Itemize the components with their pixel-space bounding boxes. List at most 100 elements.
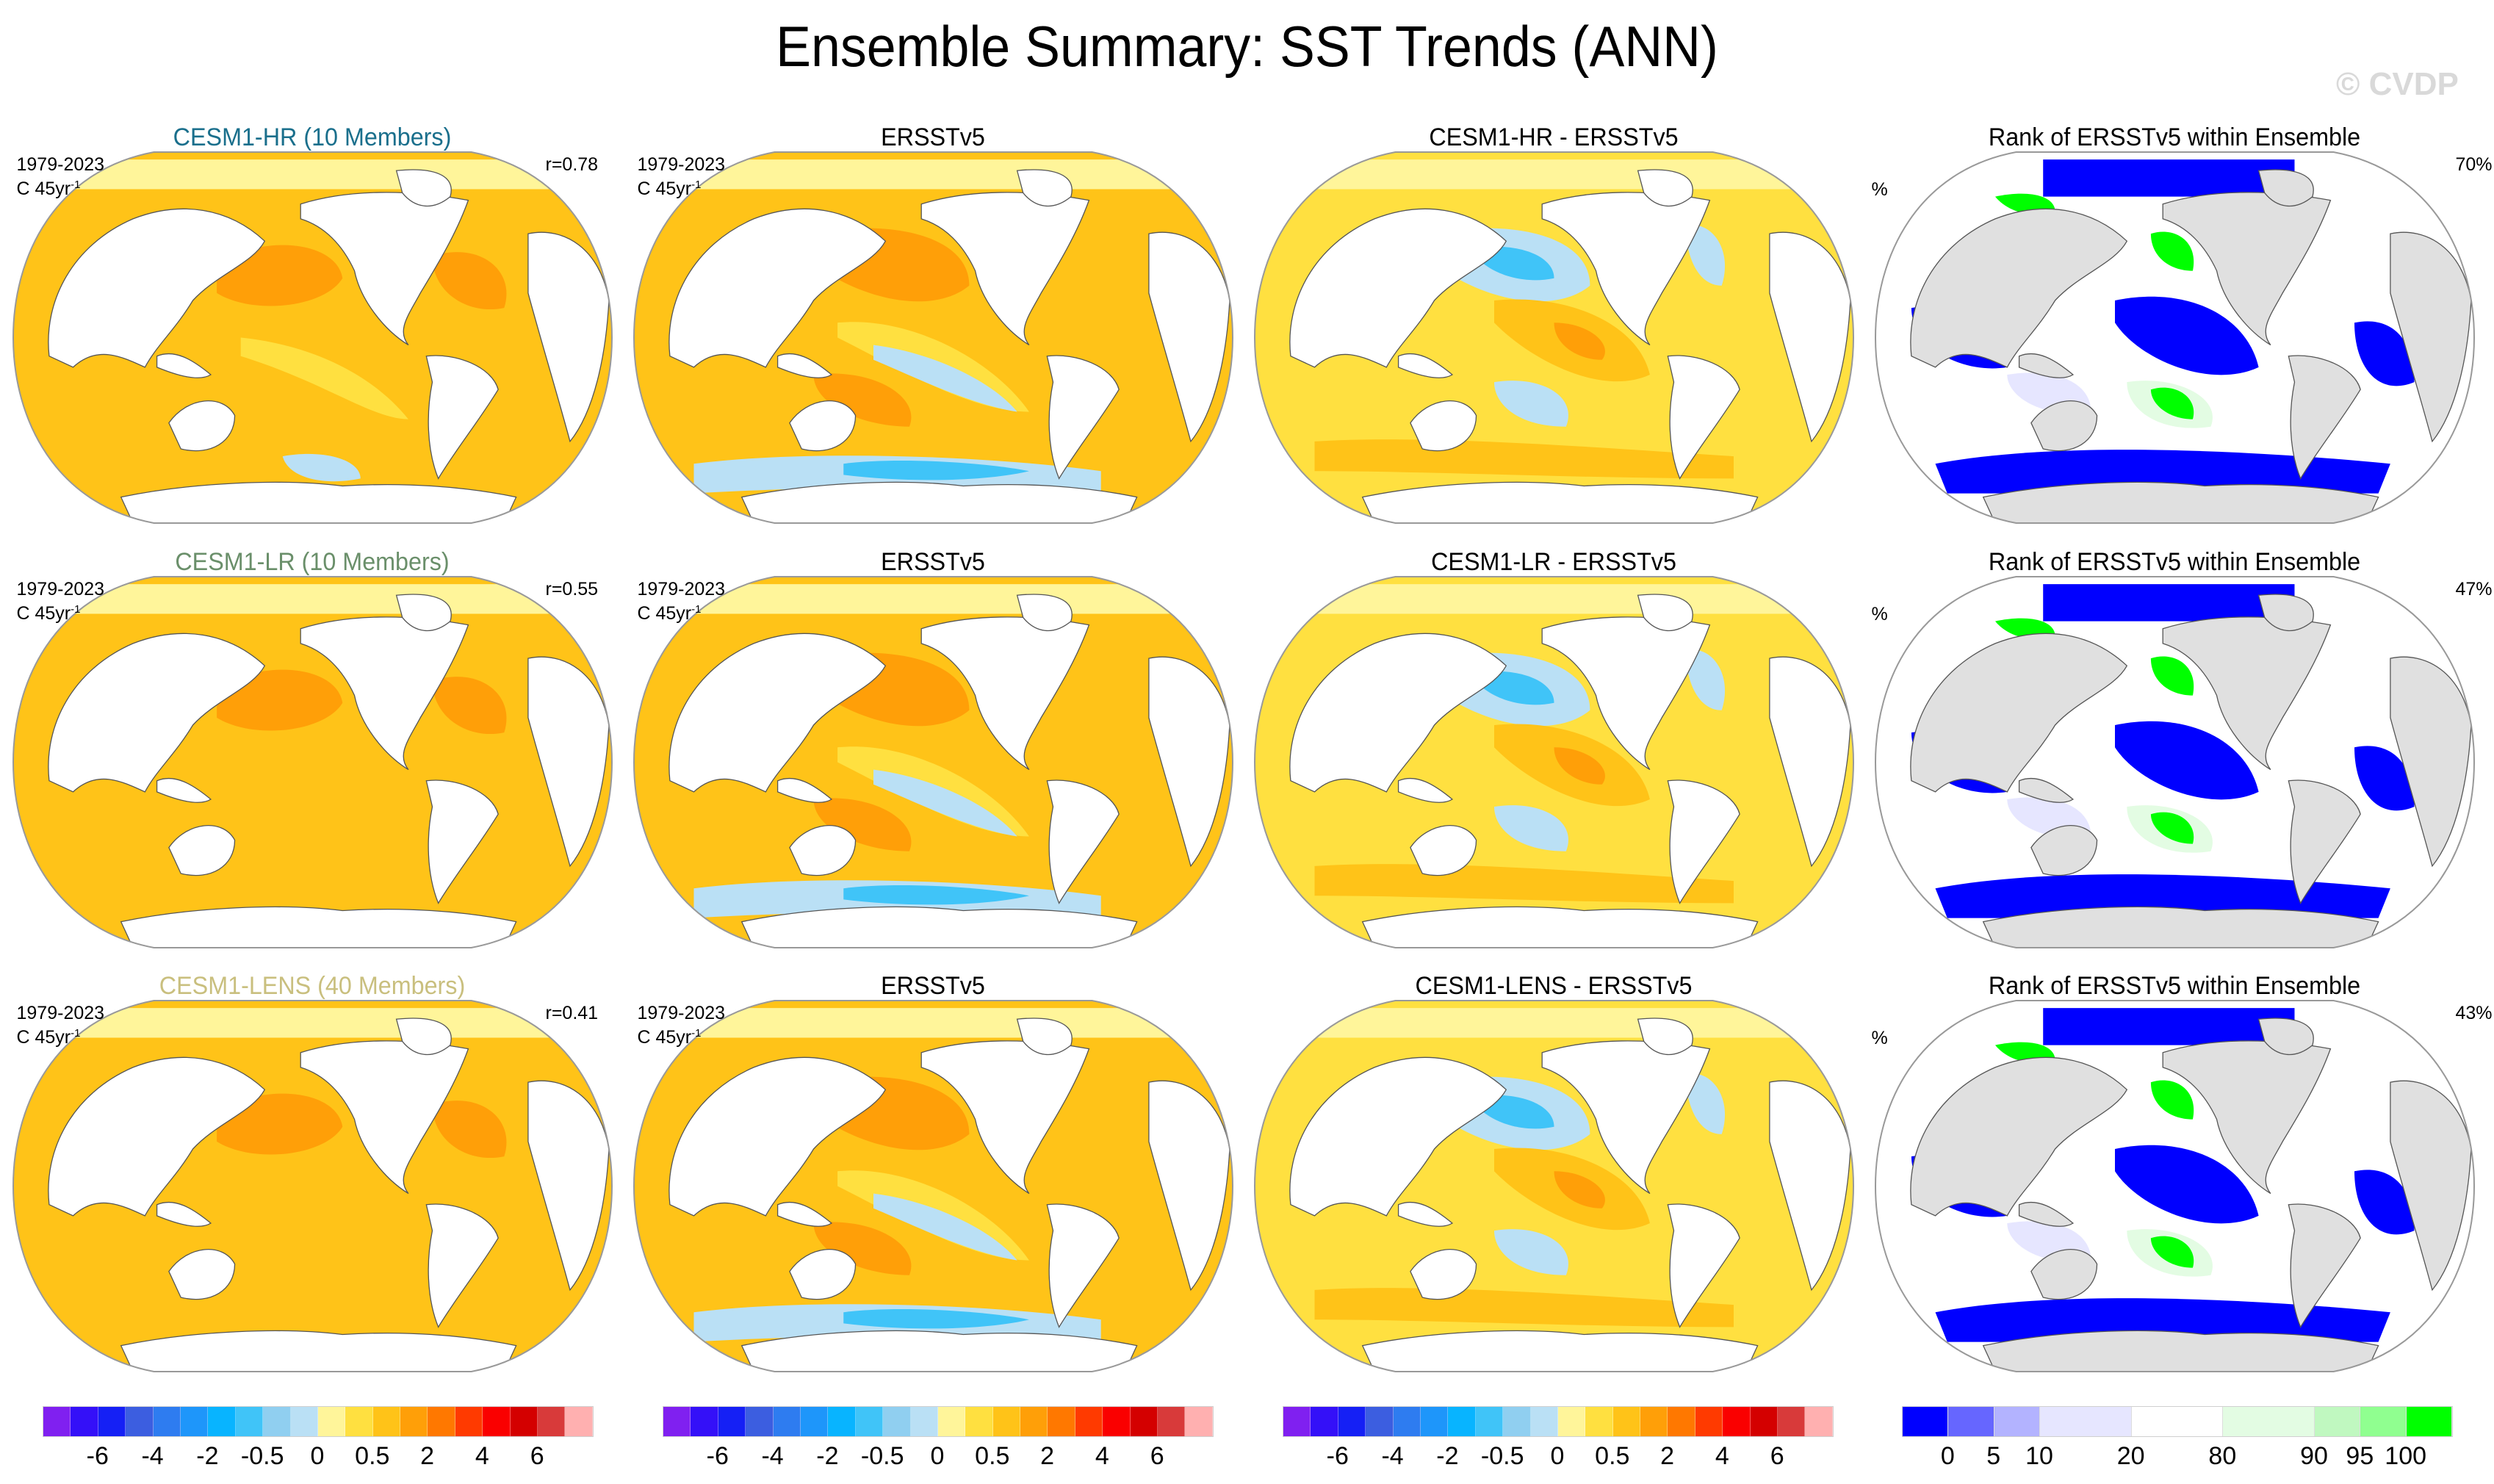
- map-outline: [632, 1000, 1233, 1372]
- colorbar-box: [1103, 1407, 1131, 1436]
- colorbar-tick-label: 95: [2346, 1442, 2374, 1470]
- colorbar-tick-label: 100: [2385, 1442, 2427, 1470]
- sst-trend-region: [240, 337, 408, 419]
- colorbar-box: [1283, 1407, 1311, 1436]
- rank-region: [1935, 1298, 2390, 1342]
- sst-trend-region: [843, 461, 1029, 480]
- land-mass: [1017, 170, 1072, 206]
- rank-percent-unit: %: [1871, 604, 1888, 624]
- rank-region: [2042, 159, 2294, 197]
- panel-title-diff: CESM1-LR - ERSSTv5: [1431, 548, 1676, 576]
- land-mass: [1047, 356, 1119, 478]
- panel-title-rank: Rank of ERSSTv5 within Ensemble: [1988, 123, 2361, 151]
- map-model-row1: [12, 151, 613, 524]
- colorbar-box: [1311, 1407, 1338, 1436]
- rank-within-range: 70%: [2455, 154, 2493, 175]
- sst-trend-region: [12, 1008, 612, 1038]
- colorbar-tick-label: -6: [86, 1442, 109, 1470]
- map-outline: [1874, 151, 2475, 524]
- land-mass: [1398, 1203, 1452, 1227]
- colorbar-tick-label: 2: [420, 1442, 435, 1470]
- land-mass: [1362, 482, 1757, 523]
- sst-trend-region: [1554, 323, 1605, 360]
- land-mass: [1637, 594, 1693, 630]
- colorbar-box: [126, 1407, 154, 1436]
- colorbar-box: [992, 1407, 1021, 1436]
- trend-colorbar: [663, 1406, 1214, 1437]
- sst-trend-region: [432, 677, 506, 735]
- colorbar-box: [208, 1407, 236, 1436]
- colorbar-tick-label: 0.5: [975, 1442, 1010, 1470]
- panel-title-obs: ERSSTv5: [881, 123, 985, 151]
- sst-trend-region: [873, 345, 1017, 412]
- sst-trend-region: [1554, 747, 1605, 785]
- land-mass: [527, 232, 608, 442]
- land-mass: [1668, 356, 1740, 478]
- land-mass: [1047, 1204, 1119, 1327]
- land-mass: [2258, 1018, 2313, 1054]
- panel-title-model: CESM1-LR (10 Members): [175, 548, 450, 576]
- map-outline: [1253, 151, 1854, 524]
- land-mass: [1410, 401, 1476, 451]
- sst-trend-region: [216, 1093, 342, 1155]
- map-diff-row2: [1253, 576, 1854, 948]
- units-exponent: -1: [691, 603, 702, 616]
- colorbar-box: [691, 1407, 718, 1436]
- colorbar-tick-label: -0.5: [1480, 1442, 1524, 1470]
- land-mass: [789, 826, 855, 876]
- figure-title: Ensemble Summary: SST Trends (ANN): [776, 14, 1718, 79]
- colorbar-box: [1805, 1407, 1833, 1436]
- land-mass: [1289, 209, 1505, 367]
- sst-trend-region: [813, 373, 911, 427]
- trend-colorbar: [43, 1406, 594, 1437]
- land-mass: [426, 780, 498, 903]
- sst-trend-region: [633, 1008, 1233, 1038]
- map-diff-row1: [1253, 151, 1854, 524]
- colorbar-tick-label: 0: [1550, 1442, 1565, 1470]
- colorbar-box: [828, 1407, 856, 1436]
- units-exponent: -1: [71, 179, 81, 191]
- colorbar-box: [317, 1407, 346, 1436]
- land-mass: [426, 1204, 498, 1327]
- colorbar-box: [263, 1407, 291, 1436]
- colorbar-box: [1695, 1407, 1723, 1436]
- colorbar-box: [1448, 1407, 1476, 1436]
- rank-region: [1935, 450, 2390, 494]
- units-label: C 45yr-1: [638, 1023, 702, 1048]
- period-label: 1979-2023: [16, 1003, 105, 1023]
- land-mass: [156, 1203, 210, 1227]
- colorbar-box: [1557, 1407, 1586, 1436]
- colorbar-box: [2360, 1407, 2407, 1436]
- rank-within-range: 47%: [2455, 579, 2493, 599]
- map-outline: [1874, 1000, 2475, 1372]
- land-mass: [2258, 594, 2313, 630]
- rank-region: [2114, 1145, 2259, 1224]
- sst-trend-region: [432, 1101, 506, 1159]
- land-mass: [2030, 401, 2097, 451]
- land-mass: [2019, 1203, 2072, 1227]
- land-mass: [1289, 1057, 1505, 1216]
- land-mass: [2030, 826, 2097, 876]
- pattern-correlation: r=0.55: [545, 579, 599, 599]
- land-mass: [777, 779, 831, 803]
- rank-region: [2354, 1170, 2414, 1235]
- period-label: 1979-2023: [637, 1003, 726, 1023]
- map-rank-row3: [1874, 1000, 2475, 1372]
- land-mass: [777, 1203, 831, 1227]
- sst-trend-region: [1314, 864, 1734, 904]
- colorbar-box: [718, 1407, 746, 1436]
- colorbar-box: [180, 1407, 209, 1436]
- colorbar-box: [510, 1407, 538, 1436]
- colorbar-tick-label: 90: [2300, 1442, 2328, 1470]
- map-rank-row1: [1874, 151, 2475, 524]
- sst-trend-region: [432, 252, 506, 310]
- colorbar-tick-label: -4: [761, 1442, 784, 1470]
- colorbar-box: [71, 1407, 98, 1436]
- land-mass: [156, 354, 210, 378]
- sst-trend-region: [1554, 1171, 1605, 1209]
- colorbar-box: [2039, 1407, 2132, 1436]
- land-mass: [1148, 1081, 1229, 1290]
- land-mass: [48, 633, 264, 792]
- colorbar-tick-label: 5: [1986, 1442, 2001, 1470]
- land-mass: [1910, 209, 2126, 367]
